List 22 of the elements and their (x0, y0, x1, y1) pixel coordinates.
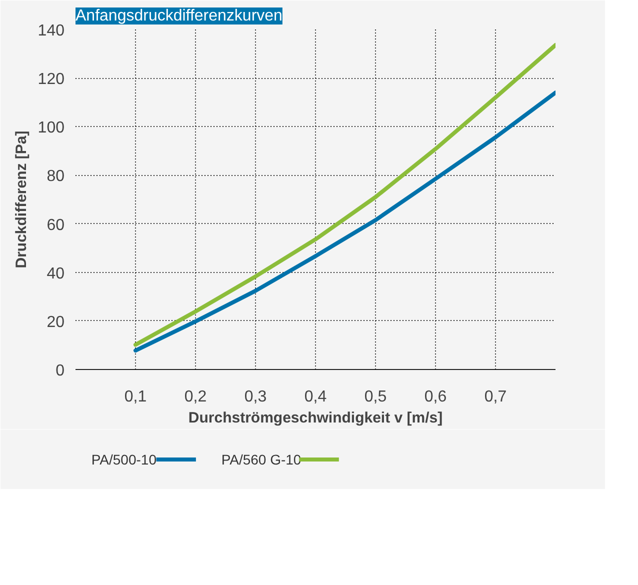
x-tick-label: 0,5 (364, 388, 387, 406)
y-tick-label: 120 (38, 71, 65, 88)
line-series (134, 43, 556, 347)
y-tick-label: 80 (46, 168, 65, 186)
line-series (134, 90, 556, 353)
y-tick-label: 20 (46, 314, 65, 331)
y-tick-label: 60 (46, 216, 65, 234)
legend-label: PA/560 G-10 (221, 452, 302, 468)
x-tick-label: 0,7 (484, 388, 507, 406)
x-tick-label: 0,6 (424, 388, 447, 406)
y-axis-title: Druckdifferenz [Pa] (12, 130, 30, 268)
y-tick-label: 100 (38, 120, 65, 137)
x-tick-label: 0,3 (244, 388, 267, 406)
y-tick-label: 40 (46, 265, 65, 282)
x-tick-label: 0,1 (124, 388, 147, 406)
x-tick-label: 0,2 (184, 388, 207, 406)
x-tick-label: 0,4 (304, 388, 327, 406)
chart-title: Anfangsdruckdifferenzkurven (76, 8, 282, 24)
y-tick-label: 140 (38, 22, 65, 40)
x-axis-title: Durchströmgeschwindigkeit v [m/s] (188, 410, 443, 426)
y-tick-label: 0 (56, 362, 65, 380)
legend-label: PA/500-10 (91, 452, 157, 468)
